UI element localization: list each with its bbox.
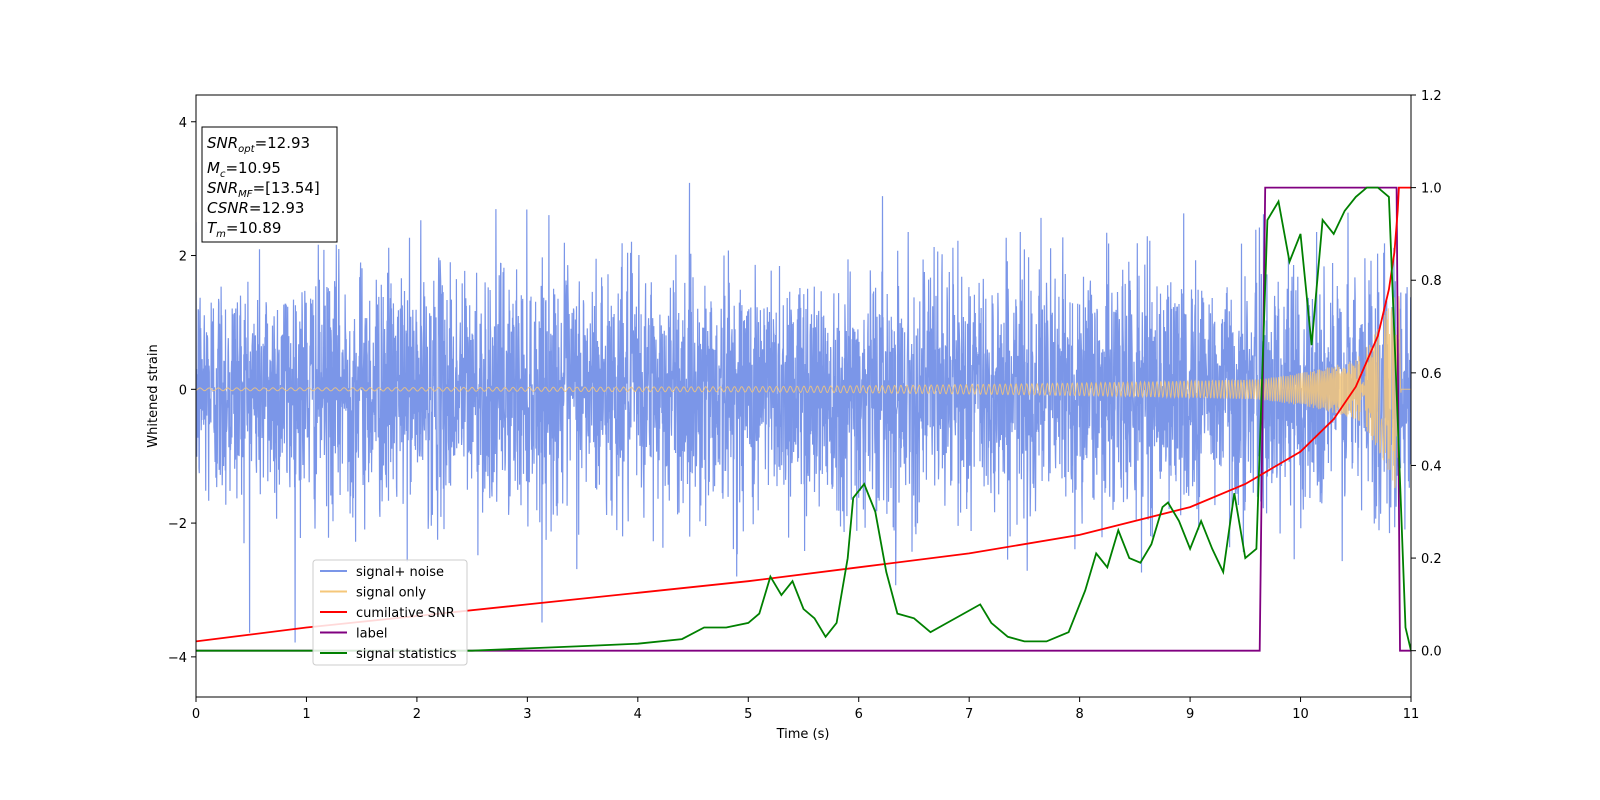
right-y-axis: 0.0 0.2 0.4 0.6 0.8 1.0 1.2 [1411,89,1442,660]
y-left-tick-label: 4 [179,116,187,131]
left-y-axis: −4 −2 0 2 4 [168,116,196,666]
y-right-tick-label: 1.2 [1421,89,1442,104]
x-axis-label: Time (s) [776,727,830,742]
y-right-tick-label: 0.8 [1421,274,1442,289]
y-right-tick-label: 0.2 [1421,552,1442,567]
x-tick-label: 0 [192,707,200,722]
plot-frame [195,94,1412,698]
y-right-tick-label: 0.0 [1421,645,1442,660]
x-tick-label: 8 [1075,707,1083,722]
legend-entry: signal statistics [356,647,457,662]
x-tick-label: 9 [1186,707,1194,722]
x-tick-label: 1 [302,707,310,722]
y-left-tick-label: 2 [179,250,187,265]
right-axis-series [196,186,1411,652]
legend-entry: label [356,627,387,642]
legend-entry: cumilative SNR [356,606,455,621]
info-box: SNRopt=12.93 Mc=10.95 SNRMF=[13.54] CSNR… [201,126,338,243]
x-tick-label: 2 [413,707,421,722]
x-tick-label: 6 [855,707,863,722]
legend-entry: signal+ noise [356,565,444,580]
signal-only-line [196,296,1411,489]
signal-only-series [196,296,1411,489]
y-left-tick-label: −4 [168,651,187,666]
info-snr-opt: SNRopt=12.93 [207,134,310,155]
y-left-tick-label: −2 [168,517,187,532]
x-tick-label: 4 [634,707,642,722]
label-line [196,186,1411,652]
y-axis-label: Whitened strain [146,344,161,447]
info-snr-mf: SNRMF=[13.54] [207,179,320,200]
y-right-tick-label: 0.6 [1421,367,1442,382]
legend-entry: signal only [356,586,426,601]
info-chirp-mass: Mc=10.95 [207,159,281,180]
x-tick-label: 7 [965,707,973,722]
x-tick-label: 5 [744,707,752,722]
info-csnr: CSNR=12.93 [207,199,304,217]
legend-frame [312,559,468,666]
x-tick-label: 10 [1292,707,1309,722]
x-axis: 0 1 2 3 4 5 6 7 8 9 10 11 [192,697,1419,722]
cumilative-snr-line [196,186,1411,643]
y-left-tick-label: 0 [179,383,187,398]
x-tick-label: 3 [523,707,531,722]
signal-statistics-line [196,186,1411,652]
y-right-tick-label: 1.0 [1421,182,1442,197]
plot-area [196,182,1411,652]
legend: signal+ noise signal only cumilative SNR la… [312,559,468,666]
x-tick-label: 11 [1403,707,1420,722]
info-box-frame [201,126,338,243]
info-merger-time: Tm=10.89 [207,219,281,240]
y-right-tick-label: 0.4 [1421,459,1442,474]
